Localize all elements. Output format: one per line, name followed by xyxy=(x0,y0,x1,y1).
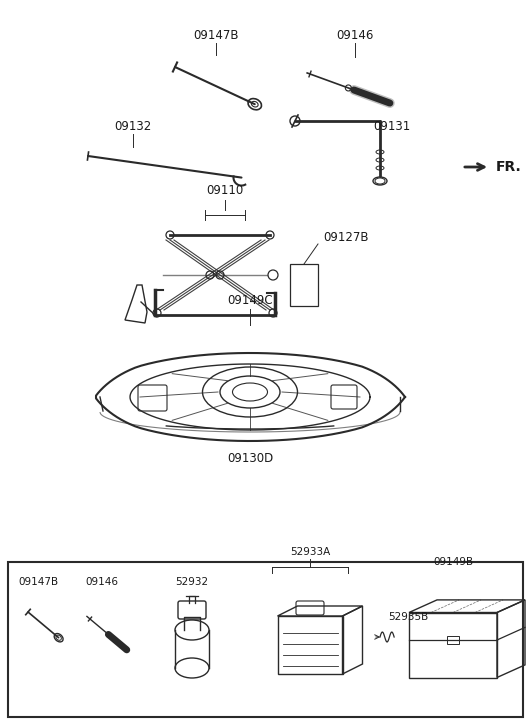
Text: 09147B: 09147B xyxy=(193,29,239,42)
Text: 52933A: 52933A xyxy=(290,547,330,557)
Text: 09131: 09131 xyxy=(373,120,410,133)
Text: 52932: 52932 xyxy=(175,577,209,587)
Text: FR.: FR. xyxy=(496,160,522,174)
Bar xyxy=(290,264,318,306)
Text: 09149C: 09149C xyxy=(227,294,273,307)
Bar xyxy=(409,613,497,678)
Text: 09149B: 09149B xyxy=(433,557,473,567)
Text: 52935B: 52935B xyxy=(388,612,428,622)
Text: 09147B: 09147B xyxy=(18,577,58,587)
Text: 09130D: 09130D xyxy=(227,452,273,465)
Bar xyxy=(8,562,523,717)
Text: 09146: 09146 xyxy=(336,29,374,42)
Text: 09127B: 09127B xyxy=(323,231,369,244)
Text: 09110: 09110 xyxy=(207,184,244,197)
Bar xyxy=(278,616,342,674)
Text: 09146: 09146 xyxy=(85,577,118,587)
Bar xyxy=(447,636,459,644)
Text: 09132: 09132 xyxy=(114,120,152,133)
